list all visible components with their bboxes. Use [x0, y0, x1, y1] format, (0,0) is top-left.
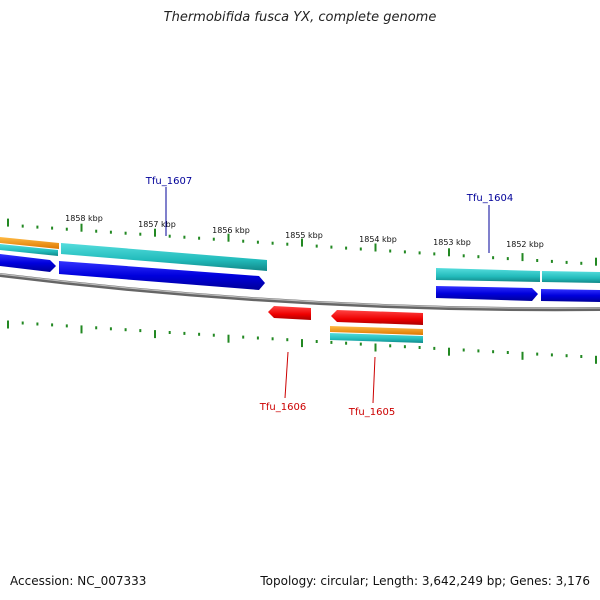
cyan-feature-left[interactable] — [0, 244, 58, 256]
reverse-cds-tfu-1606[interactable] — [268, 306, 311, 320]
kbp-label-1853: 1853 kbp — [433, 238, 471, 247]
gene-label-tfu-1605[interactable]: Tfu_1605 — [348, 407, 395, 418]
genome-backbone — [0, 273, 600, 312]
kbp-label-1854: 1854 kbp — [359, 235, 397, 244]
gene-label-tfu-1606[interactable]: Tfu_1606 — [259, 402, 306, 413]
kbp-label-1855: 1855 kbp — [285, 231, 323, 240]
genome-summary-text: Topology: circular; Length: 3,642,249 bp… — [260, 574, 590, 588]
label-line-tfu-1605 — [372, 356, 376, 404]
forward-cds-tfu-1604[interactable] — [436, 286, 538, 301]
cyan-feature-right-b[interactable] — [542, 271, 600, 283]
forward-tick-track — [7, 218, 597, 266]
kbp-label-1856: 1856 kbp — [212, 226, 250, 235]
rna-feature-orange-bottom[interactable] — [330, 326, 423, 335]
reverse-tick-track — [7, 320, 597, 364]
map-title: Thermobifida fusca YX, complete genome — [163, 10, 437, 25]
kbp-label-1852: 1852 kbp — [506, 240, 544, 249]
cyan-feature-right-a[interactable] — [436, 268, 540, 282]
gene-label-tfu-1604[interactable]: Tfu_1604 — [466, 193, 513, 204]
kbp-label-1858: 1858 kbp — [65, 214, 103, 223]
cyan-feature-main[interactable] — [61, 243, 267, 271]
accession-text: Accession: NC_007333 — [10, 574, 147, 588]
forward-cds-left[interactable] — [0, 254, 56, 272]
genome-backbone-highlight — [0, 273, 600, 309]
reverse-cds-tfu-1605[interactable] — [331, 310, 423, 325]
kbp-label-1857: 1857 kbp — [138, 220, 176, 229]
forward-cds-tfu-1607[interactable] — [59, 261, 265, 290]
cyan-feature-bottom[interactable] — [330, 333, 423, 343]
forward-cds-right[interactable] — [541, 289, 600, 302]
label-line-tfu-1606 — [284, 351, 289, 399]
rna-feature-orange-left[interactable] — [0, 237, 59, 249]
gene-label-tfu-1607[interactable]: Tfu_1607 — [145, 176, 192, 187]
